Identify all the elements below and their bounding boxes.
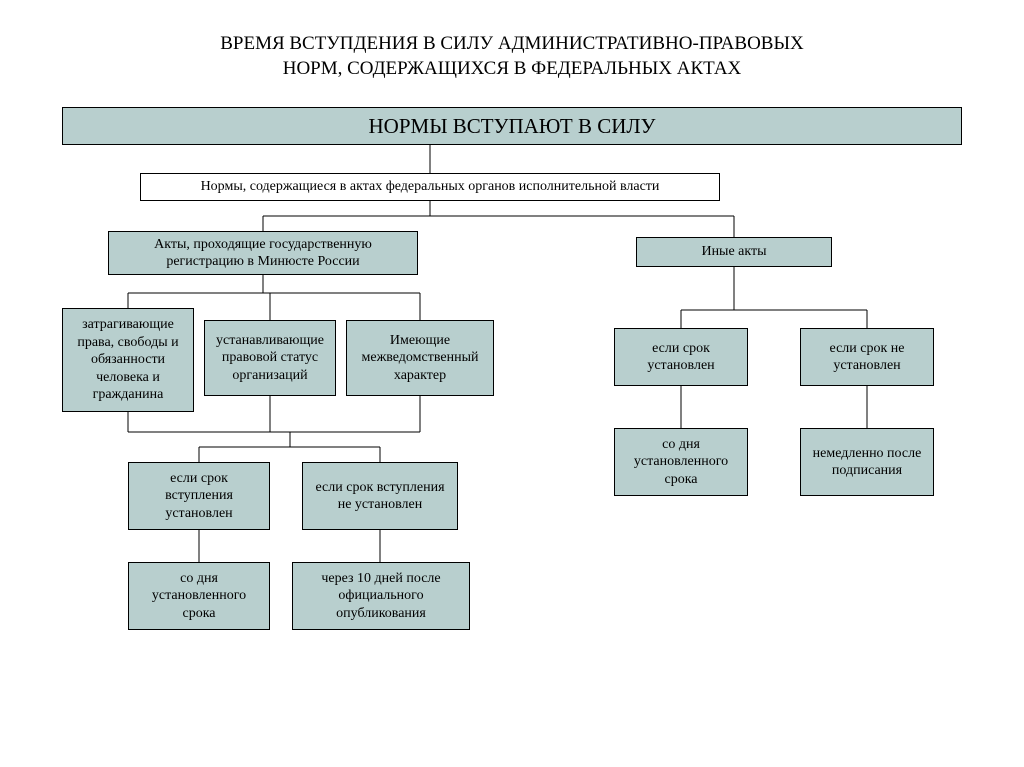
leaf-l1: затрагивающие права, свободы и обязаннос…: [62, 308, 194, 412]
root-node: Нормы, содержащиеся в актах федеральных …: [140, 173, 720, 201]
leaf-r1: если срок установлен: [614, 328, 748, 386]
right-branch: Иные акты: [636, 237, 832, 267]
header-box: НОРМЫ ВСТУПАЮТ В СИЛУ: [62, 107, 962, 145]
cond-l1: если срок вступления установлен: [128, 462, 270, 530]
leaf-r2: если срок не установлен: [800, 328, 934, 386]
title-line-2: НОРМ, СОДЕРЖАЩИХСЯ В ФЕДЕРАЛЬНЫХ АКТАХ: [283, 58, 742, 79]
leaf-l3: Имеющие межведомственный характер: [346, 320, 494, 396]
title-line-1: ВРЕМЯ ВСТУПДЕНИЯ В СИЛУ АДМИНИСТРАТИВНО-…: [220, 33, 804, 54]
out-l2: через 10 дней после официального опублик…: [292, 562, 470, 630]
out-l1: со дня установленного срока: [128, 562, 270, 630]
out-r2: немедленно после подписания: [800, 428, 934, 496]
cond-l2: если срок вступления не установлен: [302, 462, 458, 530]
left-branch: Акты, проходящие государственную регистр…: [108, 231, 418, 275]
page-title: ВРЕМЯ ВСТУПДЕНИЯ В СИЛУ АДМИНИСТРАТИВНО-…: [0, 0, 1024, 91]
leaf-l2: устанавливающие правовой статус организа…: [204, 320, 336, 396]
out-r1: со дня установленного срока: [614, 428, 748, 496]
